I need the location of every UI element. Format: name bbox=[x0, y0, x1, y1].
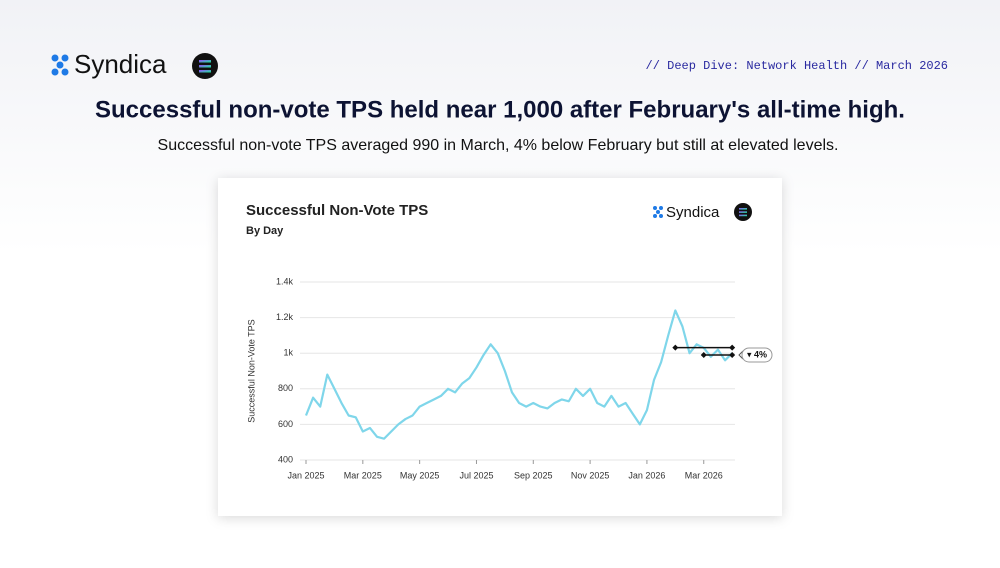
annotation-bracket bbox=[738, 350, 744, 360]
brand-icon bbox=[51, 54, 69, 76]
card-brand-icon bbox=[653, 206, 663, 218]
x-tick-label: Jan 2025 bbox=[287, 470, 324, 480]
subheadline: Successful non-vote TPS averaged 990 in … bbox=[158, 137, 839, 154]
average-marker bbox=[729, 351, 736, 358]
y-tick-label: 400 bbox=[278, 454, 293, 464]
data-line bbox=[304, 309, 733, 440]
y-axis-label: Successful Non-Vote TPS bbox=[246, 319, 256, 422]
x-tick-label: May 2025 bbox=[400, 470, 440, 480]
plot: 400 600 800 1k 1.2k 1.4k Jan 2025 Mar 2025 May 2… bbox=[276, 276, 773, 480]
average-marker bbox=[700, 351, 707, 358]
x-tick-label: Mar 2026 bbox=[685, 470, 723, 480]
annotation: ▾ 4% bbox=[747, 349, 767, 359]
card-solana-bars bbox=[739, 208, 747, 217]
x-tick-label: Jul 2025 bbox=[459, 470, 493, 480]
x-tick-label: Jan 2026 bbox=[628, 470, 665, 480]
y-tick-label: 800 bbox=[278, 383, 293, 393]
chart-subtitle: By Day bbox=[246, 225, 284, 237]
y-tick-label: 1.4k bbox=[276, 276, 294, 286]
annotation-badge bbox=[741, 347, 773, 363]
header-tag: // Deep Dive: Network Health // March 20… bbox=[646, 59, 948, 73]
y-tick-label: 600 bbox=[278, 419, 293, 429]
brand: Syndica bbox=[74, 49, 167, 79]
x-tick-label: Nov 2025 bbox=[571, 470, 610, 480]
x-tick-label: Mar 2025 bbox=[344, 470, 382, 480]
headline: Successful non-vote TPS held near 1,000 … bbox=[95, 96, 905, 123]
y-tick-label: 1.2k bbox=[276, 312, 294, 322]
card-brand: Syndica bbox=[666, 204, 720, 221]
average-marker bbox=[672, 344, 679, 351]
x-tick-label: Sep 2025 bbox=[514, 470, 553, 480]
chart-title: Successful Non-Vote TPS bbox=[246, 202, 428, 219]
average-marker bbox=[729, 344, 736, 351]
y-tick-label: 1k bbox=[283, 348, 293, 358]
solana-bars bbox=[199, 60, 211, 73]
